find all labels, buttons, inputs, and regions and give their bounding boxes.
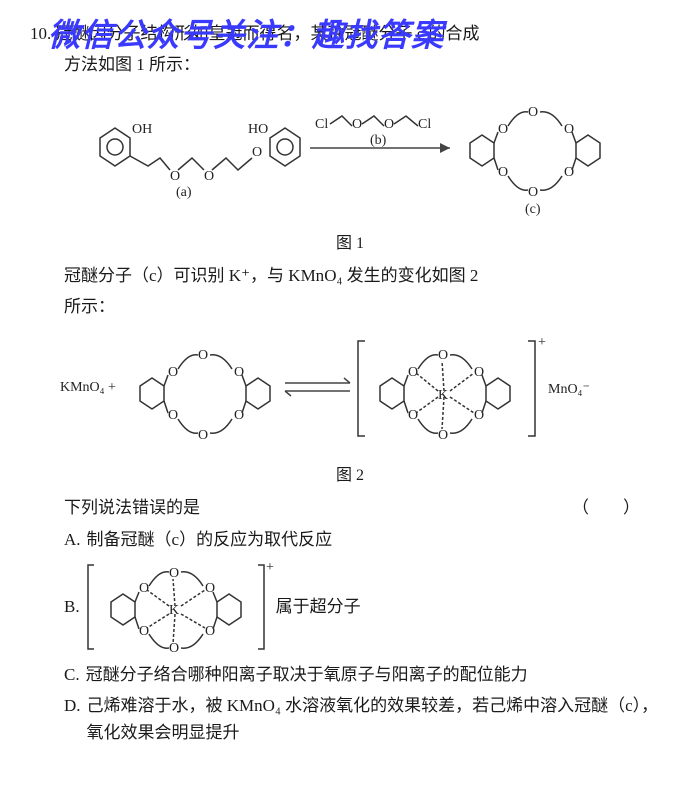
stem5-line: 下列说法错误的是 （ ）	[30, 494, 670, 521]
option-b-text: 属于超分子	[276, 593, 670, 620]
stem4-text: 所示：	[30, 293, 670, 320]
svg-text:O: O	[198, 348, 208, 363]
crown-k-complex-icon: O O O O O O K	[380, 348, 510, 443]
mno4-text: MnO₄⁻	[548, 382, 590, 397]
benzene-icon	[270, 128, 300, 166]
svg-text:O: O	[198, 428, 208, 443]
o-text: O	[170, 169, 180, 184]
bracket-icon	[88, 565, 94, 649]
fig1-caption: 图 1	[30, 231, 670, 257]
option-b-structure: + O O O O O O K	[86, 557, 276, 657]
svg-text:+: +	[266, 560, 274, 575]
chain-icon	[362, 116, 384, 126]
benzene-icon	[100, 128, 130, 166]
svg-text:O: O	[169, 566, 179, 581]
option-b[interactable]: B. + O O O O O O K	[64, 557, 670, 657]
option-c-text: 冠醚分子络合哪种阳离子取决于氧原子与阳离子的配位能力	[86, 661, 670, 688]
svg-text:O: O	[168, 365, 178, 380]
o-text: O	[352, 117, 362, 132]
svg-text:O: O	[139, 581, 149, 596]
svg-text:O: O	[498, 165, 508, 180]
option-label: A.	[64, 526, 81, 553]
option-label: B.	[64, 593, 80, 620]
watermark-text: 微信公众号关注：趣找答案	[48, 10, 444, 61]
charge-text: +	[538, 335, 546, 350]
o-text: O	[384, 117, 394, 132]
o-text: O	[252, 145, 262, 160]
arrowhead-icon	[440, 143, 450, 153]
chain-icon	[330, 116, 352, 126]
chain-icon	[178, 158, 204, 170]
svg-text:O: O	[438, 348, 448, 363]
label-b: (b)	[370, 133, 387, 148]
ring-icon	[107, 139, 123, 155]
chain-icon	[212, 158, 252, 170]
stem3-text: 冠醚分子（c）可识别 K⁺，与 KMnO₄ 发生的变化如图 2	[30, 262, 670, 289]
figure-2: KMnO₄ + O O O O O O + O	[30, 331, 670, 459]
svg-text:K: K	[438, 388, 448, 403]
bracket-icon	[358, 341, 365, 436]
crown-ether-icon: O O O O O O	[140, 348, 270, 443]
cl-text: Cl	[418, 117, 431, 132]
option-d-text: 己烯难溶于水，被 KMnO₄ 水溶液氧化的效果较差，若己烯中溶入冠醚（c），氧化…	[87, 692, 670, 746]
svg-text:O: O	[408, 408, 418, 423]
o-text: O	[204, 169, 214, 184]
label-a: (a)	[176, 185, 192, 200]
chain-icon	[394, 116, 418, 126]
option-a-text: 制备冠醚（c）的反应为取代反应	[87, 526, 670, 553]
ho-text: HO	[248, 122, 268, 137]
figure-1: OH O O O HO (a) Cl O O Cl (b) O O O O O	[30, 88, 670, 226]
crown-k-complex-icon: O O O O O O K	[111, 566, 241, 656]
cl-text: Cl	[315, 117, 328, 132]
fig2-caption: 图 2	[30, 463, 670, 489]
svg-text:O: O	[139, 624, 149, 639]
label-c: (c)	[525, 202, 541, 217]
answer-paren: （ ）	[572, 494, 640, 521]
svg-text:K: K	[169, 603, 179, 618]
svg-text:O: O	[498, 122, 508, 137]
bracket-icon	[528, 341, 535, 436]
option-label: C.	[64, 661, 80, 688]
option-c[interactable]: C. 冠醚分子络合哪种阳离子取决于氧原子与阳离子的配位能力	[64, 661, 670, 688]
option-d[interactable]: D. 己烯难溶于水，被 KMnO₄ 水溶液氧化的效果较差，若己烯中溶入冠醚（c）…	[64, 692, 670, 746]
svg-text:O: O	[438, 428, 448, 443]
svg-text:O: O	[168, 408, 178, 423]
svg-text:O: O	[169, 641, 179, 656]
oh-text: OH	[132, 122, 152, 137]
bracket-icon	[258, 565, 264, 649]
kmno4-text: KMnO₄ +	[60, 380, 116, 395]
option-label: D.	[64, 692, 81, 719]
svg-text:O: O	[528, 105, 538, 120]
svg-text:O: O	[528, 185, 538, 200]
chain-icon	[130, 156, 170, 170]
crown-ether-icon: O O O O O O	[470, 105, 600, 200]
option-a[interactable]: A. 制备冠醚（c）的反应为取代反应	[64, 526, 670, 553]
svg-text:O: O	[408, 365, 418, 380]
ring-icon	[277, 139, 293, 155]
stem5-text: 下列说法错误的是	[64, 498, 200, 517]
